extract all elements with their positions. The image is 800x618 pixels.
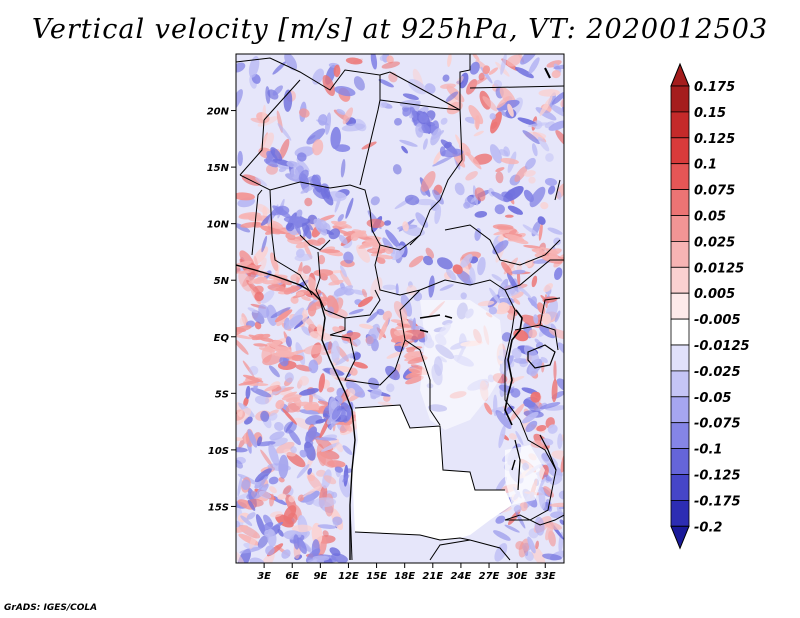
lon-tick-label: 12E (338, 571, 359, 582)
colorbar-label: -0.125 (694, 469, 741, 484)
lat-tick-label: 15S (208, 502, 229, 513)
chart-title: Vertical velocity [m/s] at 925hPa, VT: 2… (31, 14, 769, 45)
latitude-axis: 20N 15N 10N 5N EQ 5S 10S 15S (207, 107, 236, 513)
lon-tick-label: 15E (366, 571, 387, 582)
colorbar-label: -0.075 (694, 417, 741, 432)
colorbar-top-arrow (670, 62, 690, 87)
colorbar-label: -0.175 (694, 494, 741, 509)
lon-tick-label: 33E (535, 571, 556, 582)
colorbar-swatch (670, 396, 690, 424)
colorbar-swatch (670, 474, 690, 501)
coastline (236, 67, 557, 560)
colorbar-label: -0.2 (694, 520, 722, 535)
footer-credit: GrADS: IGES/COLA (4, 603, 98, 613)
colorbar-label: 0.1 (694, 158, 717, 173)
colorbar-label: -0.1 (694, 443, 722, 458)
lat-tick-label: 15N (207, 163, 230, 174)
colorbar-bottom-arrow (670, 525, 690, 550)
colorbar-swatch (670, 137, 690, 165)
colorbar-swatch (670, 163, 690, 190)
lon-tick-label: 3E (257, 571, 271, 582)
colorbar-swatch (670, 189, 690, 216)
colorbar-label: -0.0125 (694, 339, 750, 354)
lon-tick-label: 6E (285, 571, 299, 582)
colorbar-label: -0.05 (694, 391, 731, 406)
colorbar-label: -0.025 (694, 365, 741, 380)
colorbar-swatch (670, 344, 690, 372)
colorbar-swatch (670, 215, 690, 242)
colorbar-swatch (670, 240, 690, 268)
colorbar-label: 0.0125 (694, 261, 744, 276)
colorbar-swatch (670, 370, 690, 398)
colorbar-swatch (670, 292, 690, 320)
velocity-field (236, 54, 564, 563)
map-frame (235, 53, 565, 564)
lon-tick-label: 18E (394, 571, 415, 582)
lat-tick-label: 5S (215, 389, 229, 400)
colorbar-swatch (670, 111, 690, 139)
colorbar-swatch (670, 422, 690, 450)
lon-tick-label: 30E (507, 571, 528, 582)
lon-tick-label: 9E (313, 571, 327, 582)
lon-tick-label: 27E (479, 571, 500, 582)
colorbar-swatch (670, 499, 690, 527)
colorbar-swatch (670, 318, 690, 346)
colorbar-label: 0.075 (694, 184, 735, 199)
lon-tick-label: 24E (451, 571, 472, 582)
lon-tick-label: 21E (422, 571, 443, 582)
lat-tick-label: 5N (214, 276, 230, 287)
colorbar-label: 0.125 (694, 132, 735, 147)
colorbar-swatch (670, 448, 690, 475)
colorbar-label: -0.005 (694, 313, 741, 328)
colorbar-swatch (670, 85, 690, 113)
lat-tick-label: EQ (214, 333, 230, 344)
colorbar-label: 0.025 (694, 235, 735, 250)
colorbar-label: 0.05 (694, 210, 726, 225)
colorbar: 0.175 0.15 0.125 0.1 0.075 0.05 0.025 0.0125 0.0… (670, 62, 750, 550)
lat-tick-label: 20N (207, 107, 230, 118)
lat-tick-label: 10N (207, 220, 230, 231)
colorbar-label: 0.005 (694, 287, 735, 302)
colorbar-label: 0.175 (694, 80, 735, 95)
lat-tick-label: 10S (208, 446, 229, 457)
colorbar-label: 0.15 (694, 106, 726, 121)
longitude-axis: 3E 6E 9E 12E 15E 18E 21E 24E 27E 30E 33E (257, 563, 556, 582)
colorbar-swatch (670, 266, 690, 294)
masked-region (352, 405, 512, 540)
